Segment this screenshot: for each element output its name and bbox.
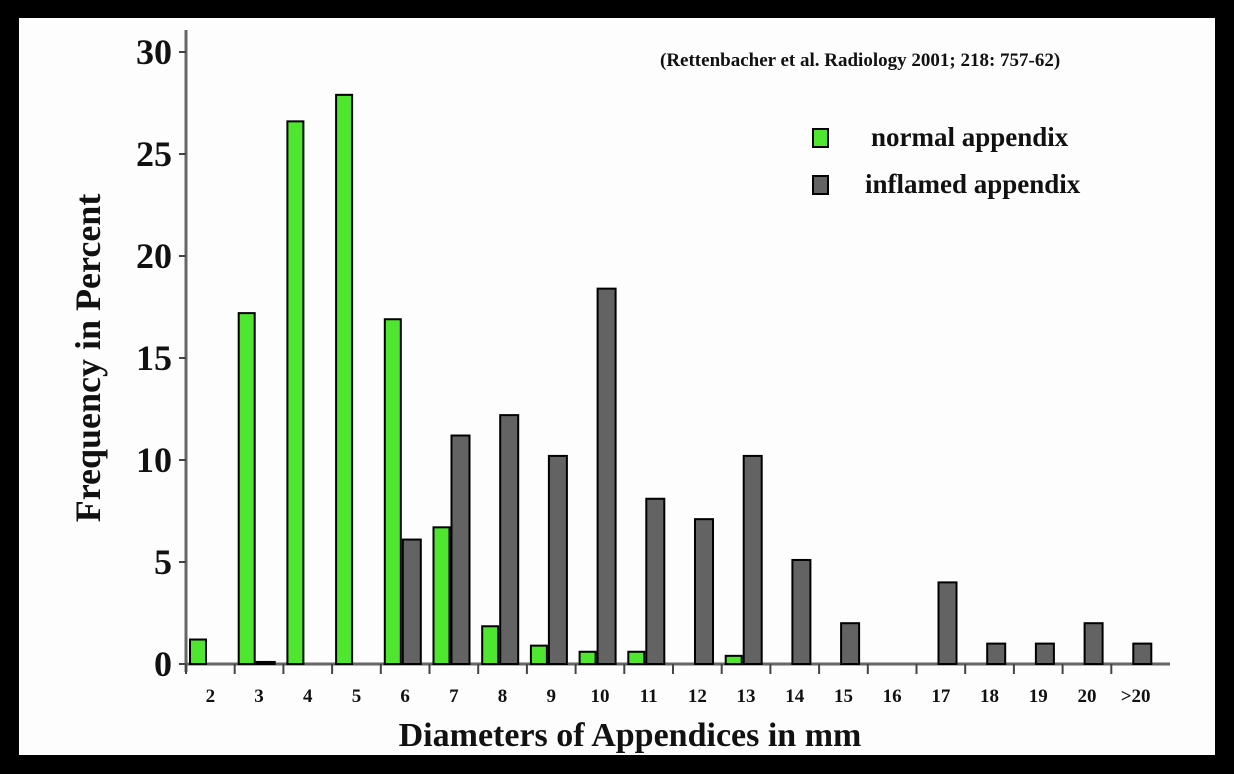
bar-inflamed	[791, 558, 812, 666]
x-tick-label: 3	[254, 686, 264, 707]
x-tick-label: 10	[590, 686, 609, 707]
legend-label-inflamed: inflamed appendix	[865, 169, 1081, 199]
x-tick-label: 5	[352, 686, 362, 707]
x-tick-label: 15	[834, 686, 853, 707]
citation: (Rettenbacher et al. Radiology 2001; 218…	[660, 50, 1061, 71]
chart-panel	[19, 18, 1215, 755]
bar-normal	[627, 650, 646, 666]
x-tick-label: 8	[498, 686, 508, 707]
bar-normal	[432, 526, 451, 665]
x-tick-label: 11	[640, 686, 658, 707]
bar-inflamed	[1034, 642, 1055, 665]
y-tick-label: 30	[136, 32, 172, 72]
x-tick-label: 16	[883, 686, 902, 707]
y-tick-label: 15	[136, 338, 172, 378]
bar-normal	[724, 654, 743, 666]
bar-inflamed	[1132, 642, 1153, 665]
bar-normal	[529, 644, 548, 666]
y-tick-label: 10	[136, 440, 172, 480]
x-tick-label: 12	[688, 686, 707, 707]
x-tick-label: 7	[449, 686, 459, 707]
x-tick-label: 6	[400, 686, 410, 707]
x-axis-title: Diameters of Appendices in mm	[399, 717, 862, 754]
x-tick-label: 14	[785, 686, 805, 707]
x-tick-label: 13	[737, 686, 756, 707]
bar-normal	[286, 120, 305, 666]
bar-inflamed	[694, 518, 714, 665]
y-tick-label: 5	[154, 542, 172, 582]
y-tick-label: 0	[154, 644, 172, 684]
bar-inflamed	[840, 622, 861, 666]
legend-item-normal: normal appendix	[812, 122, 1068, 153]
bar-normal	[578, 650, 597, 666]
legend-label-normal: normal appendix	[871, 122, 1069, 152]
bar-normal	[481, 625, 500, 666]
x-tick-label: 2	[206, 686, 216, 707]
bar-inflamed	[742, 454, 763, 666]
bar-inflamed	[1083, 622, 1104, 666]
bar-normal	[383, 318, 402, 665]
bar-inflamed	[547, 454, 568, 666]
bar-inflamed	[596, 287, 617, 665]
x-tick-label: 20	[1077, 686, 1096, 707]
bar-normal	[189, 638, 207, 666]
bar-inflamed	[937, 581, 958, 666]
bar-normal	[335, 93, 354, 665]
x-tick-label: 18	[980, 686, 999, 707]
bar-normal	[237, 312, 256, 665]
x-tick-label: >20	[1121, 686, 1151, 707]
bar-inflamed	[645, 497, 666, 666]
x-tick-label: 4	[303, 686, 313, 707]
legend-item-inflamed: inflamed appendix	[812, 169, 1080, 200]
legend-swatch-normal	[812, 127, 829, 148]
y-tick-label: 25	[136, 134, 172, 174]
x-tick-label: 17	[931, 686, 951, 707]
bar-inflamed	[450, 434, 471, 665]
bar-inflamed	[499, 414, 520, 665]
legend-swatch-inflamed	[812, 174, 829, 195]
y-axis-title: Frequency in Percent	[68, 194, 108, 523]
y-tick-label: 20	[136, 236, 172, 276]
bar-inflamed	[255, 660, 276, 666]
x-tick-label: 19	[1029, 686, 1048, 707]
x-tick-label: 9	[547, 686, 557, 707]
bar-inflamed	[401, 538, 422, 665]
bar-inflamed	[986, 642, 1007, 665]
